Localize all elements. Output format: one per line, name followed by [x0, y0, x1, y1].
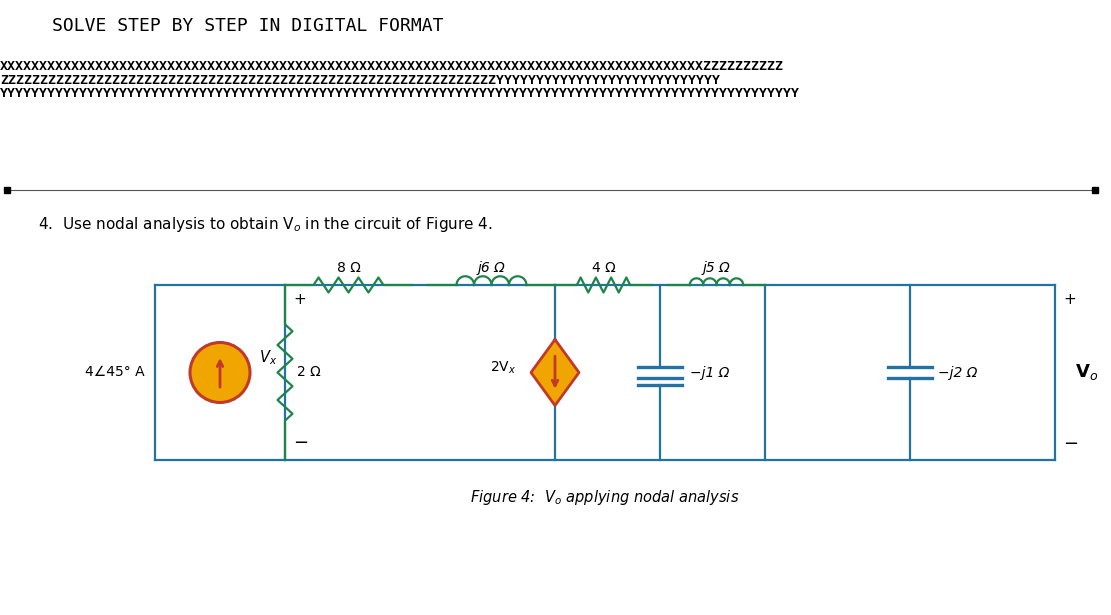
Text: 8 Ω: 8 Ω — [337, 261, 360, 275]
Text: j6 Ω: j6 Ω — [478, 261, 506, 275]
Polygon shape — [531, 339, 579, 405]
Text: −: − — [293, 434, 308, 452]
Text: XXXXXXXXXXXXXXXXXXXXXXXXXXXXXXXXXXXXXXXXXXXXXXXXXXXXXXXXXXXXXXXXXXXXXXXXXXXXXXXX: XXXXXXXXXXXXXXXXXXXXXXXXXXXXXXXXXXXXXXXX… — [0, 60, 800, 100]
Text: 4.  Use nodal analysis to obtain V$_o$ in the circuit of Figure 4.: 4. Use nodal analysis to obtain V$_o$ in… — [38, 215, 493, 234]
Text: j5 Ω: j5 Ω — [702, 261, 730, 275]
Text: Figure 4:  V$_o$ applying nodal analysis: Figure 4: V$_o$ applying nodal analysis — [470, 488, 740, 507]
Text: 4∠45° A: 4∠45° A — [86, 365, 146, 379]
Circle shape — [190, 343, 250, 402]
Text: V$_o$: V$_o$ — [1075, 362, 1099, 383]
Text: 2 Ω: 2 Ω — [297, 365, 321, 379]
Text: +: + — [293, 293, 306, 308]
Text: −j2 Ω: −j2 Ω — [938, 365, 978, 379]
Text: V$_x$: V$_x$ — [259, 348, 277, 367]
Text: +: + — [1063, 292, 1075, 306]
Text: SOLVE STEP BY STEP IN DIGITAL FORMAT: SOLVE STEP BY STEP IN DIGITAL FORMAT — [52, 17, 443, 35]
Text: 2V$_x$: 2V$_x$ — [490, 359, 516, 376]
Text: −j1 Ω: −j1 Ω — [690, 365, 730, 379]
Text: −: − — [1063, 435, 1078, 453]
Text: 4 Ω: 4 Ω — [592, 261, 615, 275]
